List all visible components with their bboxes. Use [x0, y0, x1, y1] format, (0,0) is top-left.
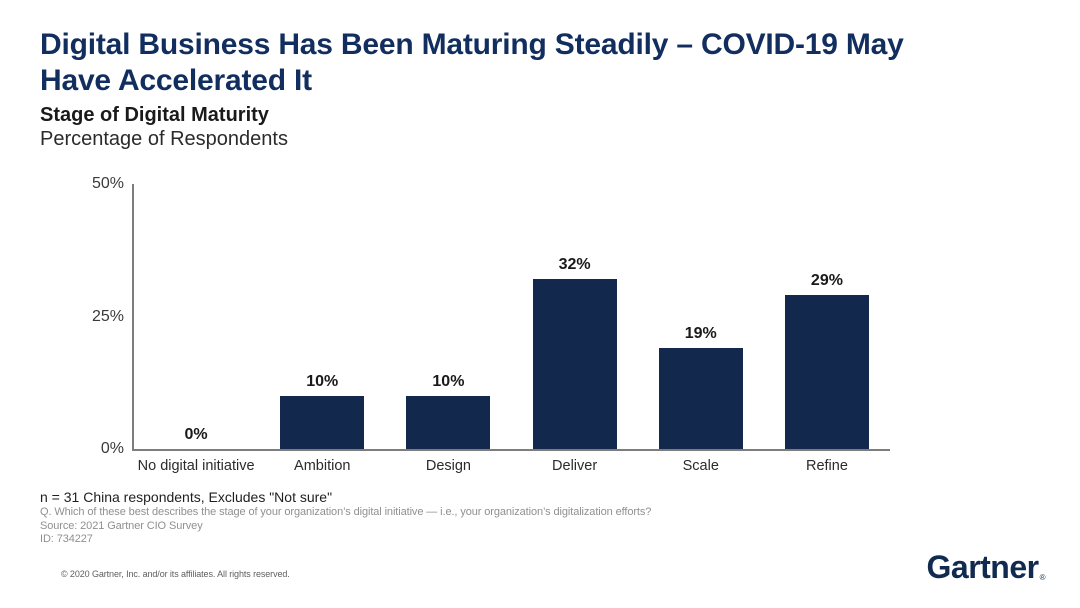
bar-column: 29%	[764, 184, 890, 449]
y-axis-line	[132, 184, 134, 451]
bar-value-label: 10%	[306, 373, 339, 390]
bar-value-label: 19%	[684, 325, 717, 342]
category-label: Deliver	[552, 458, 598, 474]
chart-subtitle: Percentage of Respondents	[40, 128, 288, 150]
y-tick-label: 50%	[91, 175, 124, 192]
category-label: Design	[425, 458, 471, 474]
bar-value-label: 29%	[810, 272, 843, 289]
bar	[406, 396, 491, 449]
bar	[658, 348, 743, 449]
bar-column: 19%	[638, 184, 764, 449]
note-id: ID: 734227	[40, 533, 93, 545]
bar-value-label: 10%	[432, 373, 465, 390]
registered-mark: ®	[1039, 573, 1046, 582]
bar-column: 0%	[133, 184, 259, 449]
category-label: Scale	[682, 458, 719, 474]
note-block: Q. Which of these best describes the sta…	[40, 506, 651, 547]
gartner-logo-text: Gartner	[926, 549, 1040, 585]
category-label: Refine	[805, 458, 848, 474]
note-question: Q. Which of these best describes the sta…	[40, 506, 652, 518]
bar-column: 10%	[259, 184, 385, 449]
page-title-line1: Digital Business Has Been Maturing Stead…	[40, 28, 904, 61]
note-source: Source: 2021 Gartner CIO Survey	[40, 519, 203, 532]
bar-column: 10%	[385, 184, 511, 449]
y-tick-label: 25%	[91, 308, 124, 325]
bar-value-label: 0%	[184, 426, 208, 443]
bar-column: 32%	[512, 184, 638, 449]
bar-group: 0% 10% 10% 32% 19% 29%	[133, 184, 890, 449]
bar-value-label: 32%	[558, 256, 591, 273]
page-title-line2: Have Accelerated It	[40, 64, 312, 97]
copyright-text: © 2020 Gartner, Inc. and/or its affiliat…	[61, 569, 290, 579]
chart-title: Stage of Digital Maturity	[40, 104, 269, 126]
gartner-logo: Gartner®	[926, 549, 1046, 594]
bar	[532, 279, 617, 449]
y-tick-label: 0%	[100, 440, 124, 457]
bar	[784, 295, 869, 449]
category-axis: No digital initiative Ambition Design De…	[133, 457, 890, 475]
note-sample-size: n = 31 China respondents, Excludes "Not …	[40, 489, 333, 505]
page-title: Digital Business Has Been Maturing Stead…	[40, 27, 904, 99]
bar	[280, 396, 365, 449]
category-label: Ambition	[294, 458, 351, 474]
category-label: No digital initiative	[137, 458, 255, 474]
x-axis-line	[132, 449, 890, 451]
